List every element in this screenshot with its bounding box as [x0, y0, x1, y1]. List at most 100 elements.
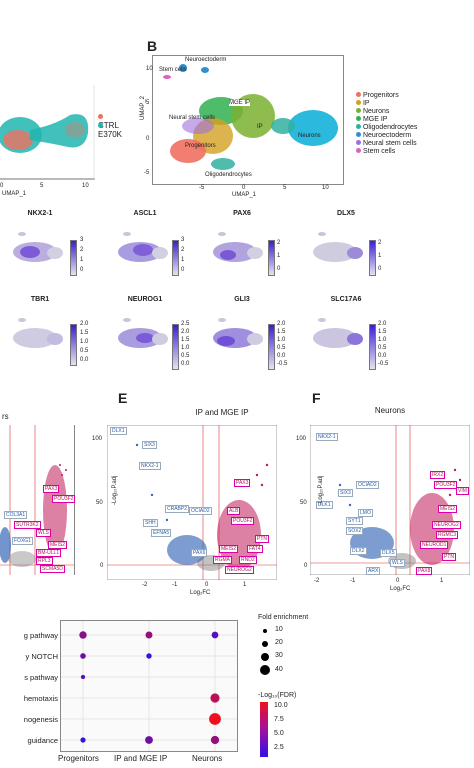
- feature-gene-ascl1: ASCL1: [133, 210, 157, 217]
- dotplot-point: [210, 693, 220, 703]
- size-legend-label-20: 20: [275, 639, 283, 646]
- cbar-pax6-tick-0: 0: [277, 266, 281, 272]
- feature-gene-tbr1: TBR1: [30, 296, 50, 303]
- volcano-f-label-ptn: PTN: [442, 553, 456, 561]
- cbar-dlx5-tick-0: 0: [378, 266, 382, 272]
- feature-plot-nkx2-1: [13, 232, 63, 262]
- panel-b-plot: Neuroectoderm Stem cells MGE IP Neural s…: [152, 55, 344, 185]
- volcano-e-label-alb: ALB: [227, 507, 241, 515]
- feature-plot-slc17a6: [313, 318, 363, 348]
- panel-b-ytick-10: 10: [146, 66, 153, 72]
- cbar-gli3-tick-4: 0.0: [277, 353, 286, 359]
- volcano-f-xtick-m1: -1: [350, 578, 356, 584]
- cbar-tbr1-tick-1: 1.5: [80, 330, 89, 336]
- volcano-f-xlabel: Log₂FC: [390, 586, 411, 592]
- volcano-d-plot: COL3A1 FOXG1 PAX3 POU3F2 SUTR3K2 WLS MEI…: [0, 425, 76, 575]
- panel-b-ytick-5: 5: [146, 100, 150, 106]
- pathway-label-1: y NOTCH: [25, 652, 59, 661]
- volcano-f-label-pou3f2: POU3F2: [434, 481, 458, 489]
- feature-row-2: TBR1 NEUROG1 GLI3 SLC17A6 2.0 1.5 1.0 0.…: [0, 296, 474, 376]
- volcano-f-xtick-1: 1: [440, 578, 444, 584]
- cbar-neurog1: [172, 324, 179, 370]
- volcano-e-label-dlx1: DLX1: [110, 427, 127, 435]
- panel-a-umap: [0, 85, 95, 180]
- color-legend-label-7-5: 7.5: [274, 716, 284, 723]
- panel-b-ann-neural-stem-cells: Neural stem cells: [169, 115, 216, 121]
- dotplot-point: [79, 631, 87, 639]
- panel-b-ann-ip: IP: [257, 124, 263, 130]
- volcano-d-label-pax3: PAX3: [43, 485, 60, 493]
- cbar-neurog1-tick-2: 1.5: [181, 337, 190, 343]
- volcano-e-label-fat4: FAT4: [247, 545, 263, 553]
- cbar-neurog1-tick-1: 2.0: [181, 329, 190, 335]
- legend-item-ip: IP: [356, 100, 370, 107]
- pathway-label-3: hemotaxis: [23, 694, 58, 703]
- panel-b-legend: Progenitors IP Neurons MGE IP Oligodendr…: [356, 92, 474, 172]
- dotplot-point: [209, 713, 221, 725]
- cbar-neurog1-tick-0: 2.5: [181, 321, 190, 327]
- color-legend-label-10: 10.0: [274, 702, 288, 709]
- volcano-d-label-meis2: MEIS2: [48, 541, 68, 549]
- volcano-e-title: IP and MGE IP: [195, 408, 249, 417]
- volcano-e-label-meis2: MEIS2: [219, 545, 239, 553]
- volcano-e-label-nkx2-1: NKX2-1: [139, 462, 161, 470]
- volcano-f-xtick-0: 0: [396, 578, 400, 584]
- cbar-tbr1: [70, 324, 77, 366]
- pathway-label-5: guidance: [27, 736, 58, 745]
- volcano-e-ytick-100: 100: [92, 436, 103, 442]
- volcano-f-label-neurod1: NEUROD1: [420, 541, 449, 549]
- cbar-slc17a6-tick-2: 1.0: [378, 337, 387, 343]
- cbar-ascl1-tick-1: 1: [181, 257, 185, 263]
- volcano-e-label-ptn: PTN: [255, 535, 269, 543]
- size-legend-label-30: 30: [275, 652, 283, 659]
- feature-row-1: NKX2-1 ASCL1 PAX6 DLX5 3 2 1 0 3 2 1 0 2…: [0, 210, 474, 285]
- cbar-ascl1-tick-0: 0: [181, 267, 185, 273]
- size-legend-dot-30: [261, 653, 269, 661]
- volcano-e-label-pax3: PAX3: [234, 479, 251, 487]
- cbar-tbr1-tick-4: 0.0: [80, 357, 89, 363]
- cbar-nkx2-1: [70, 240, 77, 276]
- volcano-e-letter: E: [118, 390, 128, 406]
- volcano-f-plot: NKX2-1 OCIAD2 SIX3 DLK1 LMO SYT1 SOX2 DL…: [309, 424, 471, 576]
- dotplot-svg: [61, 621, 237, 751]
- cbar-ascl1: [172, 240, 179, 276]
- size-legend-title: Fold enrichment: [258, 614, 309, 621]
- feature-plot-ascl1: [118, 232, 168, 262]
- cbar-nkx2-1-tick-2: 2: [80, 247, 84, 253]
- dotplot-point: [80, 737, 86, 743]
- cbar-ascl1-tick-3: 3: [181, 237, 185, 243]
- volcano-d-label-pou3f2: POU3F2: [52, 495, 76, 503]
- dotplot-point: [145, 736, 153, 744]
- feature-gene-neurog1: NEUROG1: [127, 296, 163, 303]
- volcano-f-label-neurog2: NEUROG2: [432, 521, 461, 529]
- color-legend-title: -Log₁₀(FDR): [258, 692, 297, 699]
- volcano-e-xlabel: Log₂FC: [190, 590, 211, 596]
- size-legend-label-10: 10: [275, 626, 283, 633]
- panel-a-legend-ctrl: CTRL: [98, 112, 120, 130]
- cbar-pax6: [268, 240, 275, 276]
- volcano-f-label-pax8: PAX8: [416, 567, 433, 575]
- volcano-f-label-arx: ARX: [366, 567, 381, 575]
- volcano-e-xtick-1: 1: [243, 582, 247, 588]
- panel-b-ann-progenitors: Progenitors: [185, 143, 216, 149]
- volcano-f-label-nkx2-1: NKX2-1: [316, 433, 338, 441]
- volcano-e-xtick-m1: -1: [172, 582, 178, 588]
- volcano-e-plot: DLX1 SIX3 NKX2-1 CRABP2 OCIAD2 SHH EFNA5…: [106, 424, 278, 581]
- pathway-label-0: g pathway: [23, 631, 58, 640]
- panel-b-ytick-0: 0: [146, 136, 150, 142]
- volcano-e-ytick-0: 0: [100, 563, 104, 569]
- volcano-e-label-rnd2: RND2: [239, 556, 257, 564]
- volcano-e-label-crabp2: CRABP2: [165, 505, 190, 513]
- cbar-slc17a6: [369, 324, 376, 370]
- volcano-d-label-scma5d: SCMA5D: [40, 565, 65, 573]
- panel-b-xlabel: UMAP_1: [232, 192, 257, 198]
- cbar-nkx2-1-tick-1: 1: [80, 257, 84, 263]
- size-legend-dot-40: [260, 665, 270, 675]
- color-legend-label-2-5: 2.5: [274, 744, 284, 751]
- legend-item-progenitors: Progenitors: [356, 92, 399, 99]
- legend-item-oligodendrocytes: Oligodendrocytes: [356, 124, 417, 131]
- dotplot-point: [80, 653, 86, 659]
- volcano-f-ylabel: -Log₁₀P.adj: [318, 475, 324, 505]
- feature-gene-nkx2-1: NKX2-1: [27, 210, 53, 217]
- cbar-slc17a6-tick-3: 0.5: [378, 345, 387, 351]
